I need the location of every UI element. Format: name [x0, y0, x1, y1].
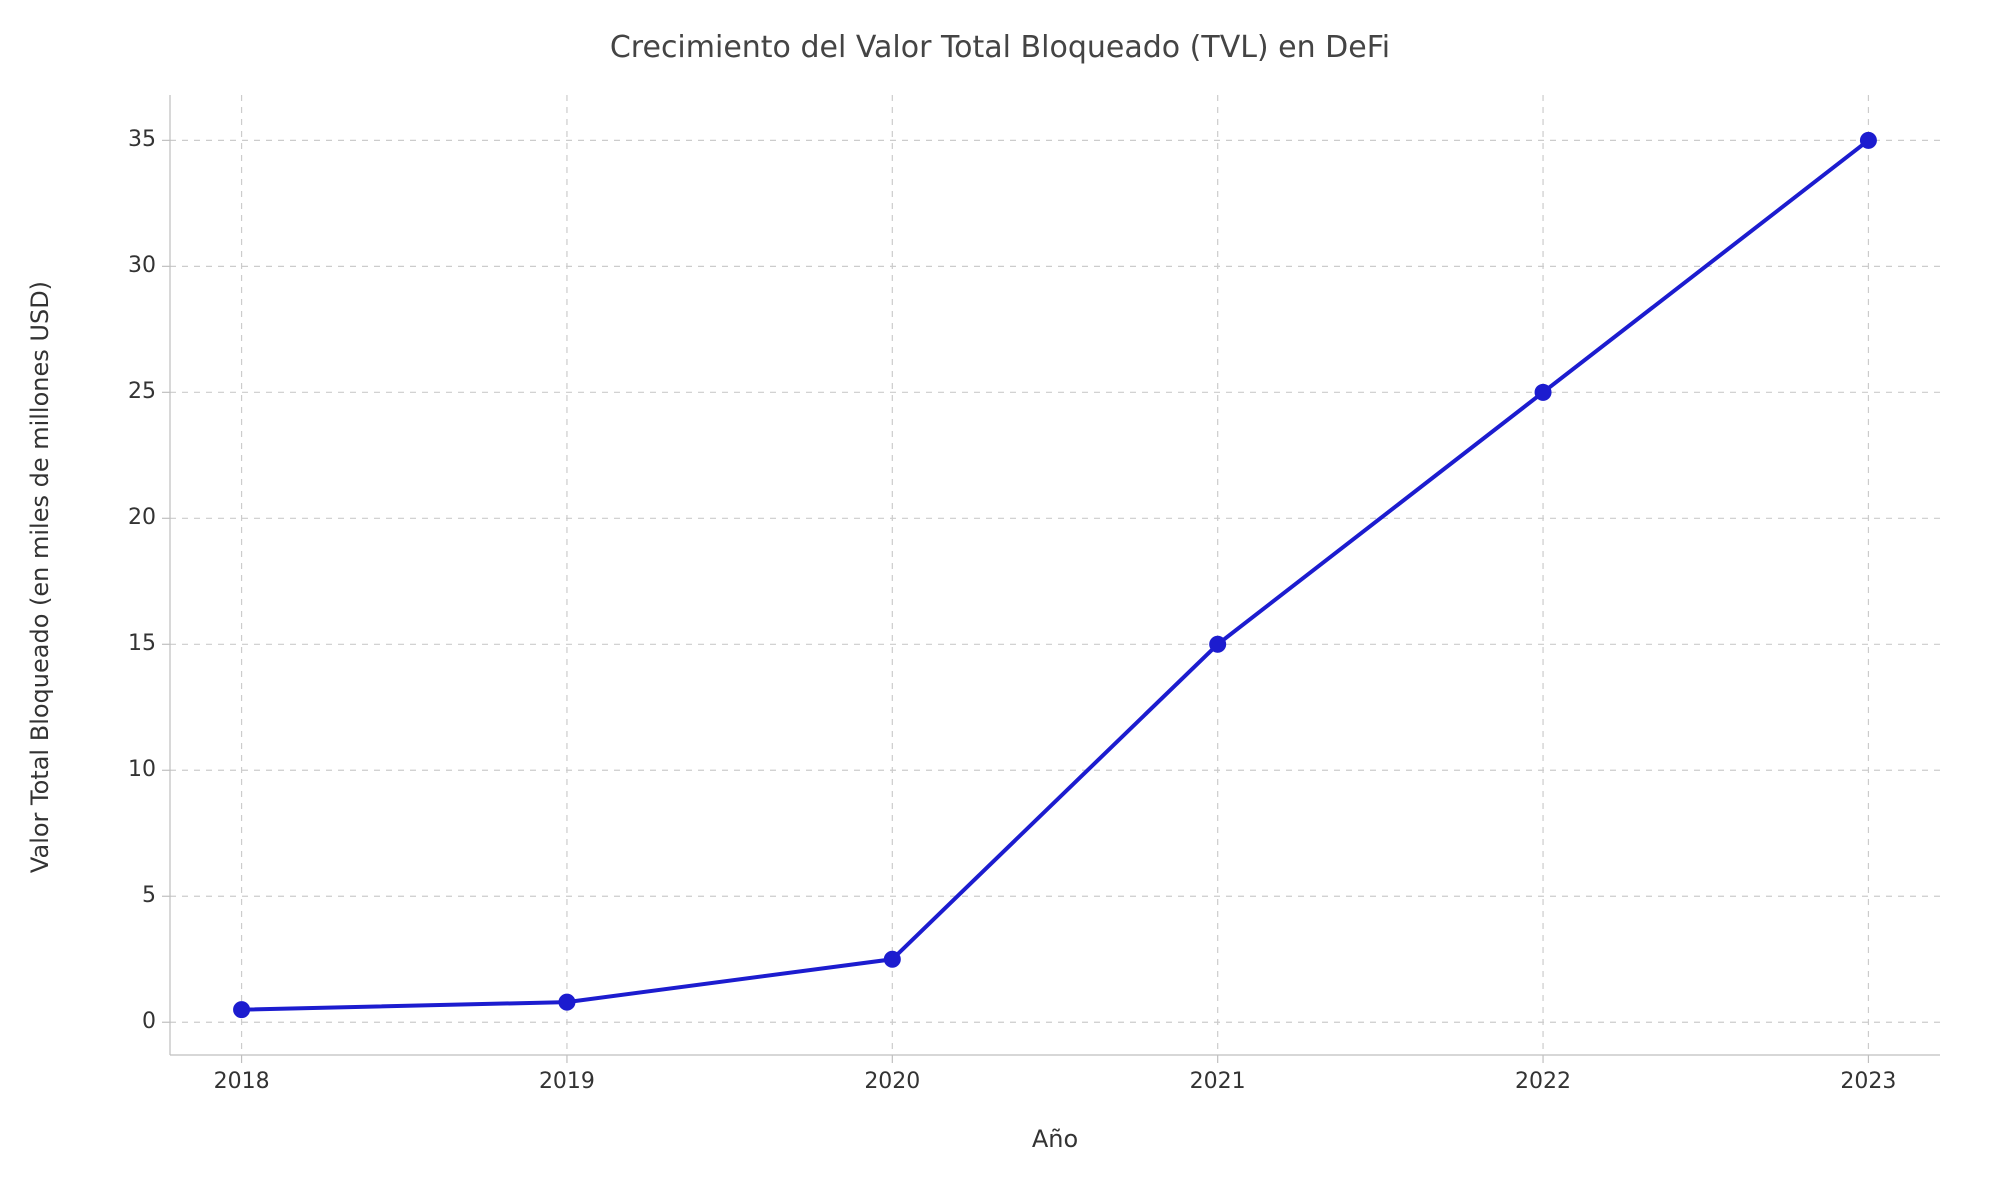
chart-container: Crecimiento del Valor Total Bloqueado (T… — [0, 0, 2000, 1200]
y-tick-label: 10 — [128, 757, 156, 782]
x-tick-label: 2023 — [1818, 1069, 1918, 1094]
data-marker — [884, 951, 900, 967]
x-tick-label: 2020 — [842, 1069, 942, 1094]
data-marker — [234, 1002, 250, 1018]
y-tick-label: 5 — [142, 883, 156, 908]
y-tick-label: 0 — [142, 1009, 156, 1034]
data-marker — [1860, 132, 1876, 148]
data-marker — [559, 994, 575, 1010]
data-marker — [1535, 384, 1551, 400]
y-tick-label: 20 — [128, 505, 156, 530]
x-tick-label: 2018 — [192, 1069, 292, 1094]
data-marker — [1210, 636, 1226, 652]
data-line — [242, 140, 1869, 1009]
x-tick-label: 2022 — [1493, 1069, 1593, 1094]
x-tick-label: 2021 — [1168, 1069, 1268, 1094]
y-tick-label: 15 — [128, 631, 156, 656]
y-tick-label: 30 — [128, 253, 156, 278]
plot-area — [0, 0, 2000, 1200]
x-tick-label: 2019 — [517, 1069, 617, 1094]
y-tick-label: 35 — [128, 127, 156, 152]
y-tick-label: 25 — [128, 379, 156, 404]
